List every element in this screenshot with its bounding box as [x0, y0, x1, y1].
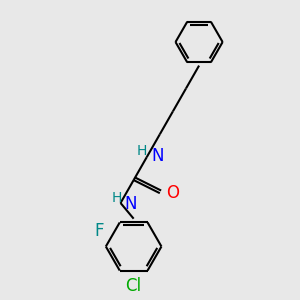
Text: F: F [94, 222, 104, 240]
Text: Cl: Cl [126, 277, 142, 295]
Text: H: H [111, 191, 122, 205]
Text: N: N [151, 147, 164, 165]
Text: N: N [124, 195, 137, 213]
Text: O: O [166, 184, 179, 202]
Text: H: H [136, 144, 147, 158]
